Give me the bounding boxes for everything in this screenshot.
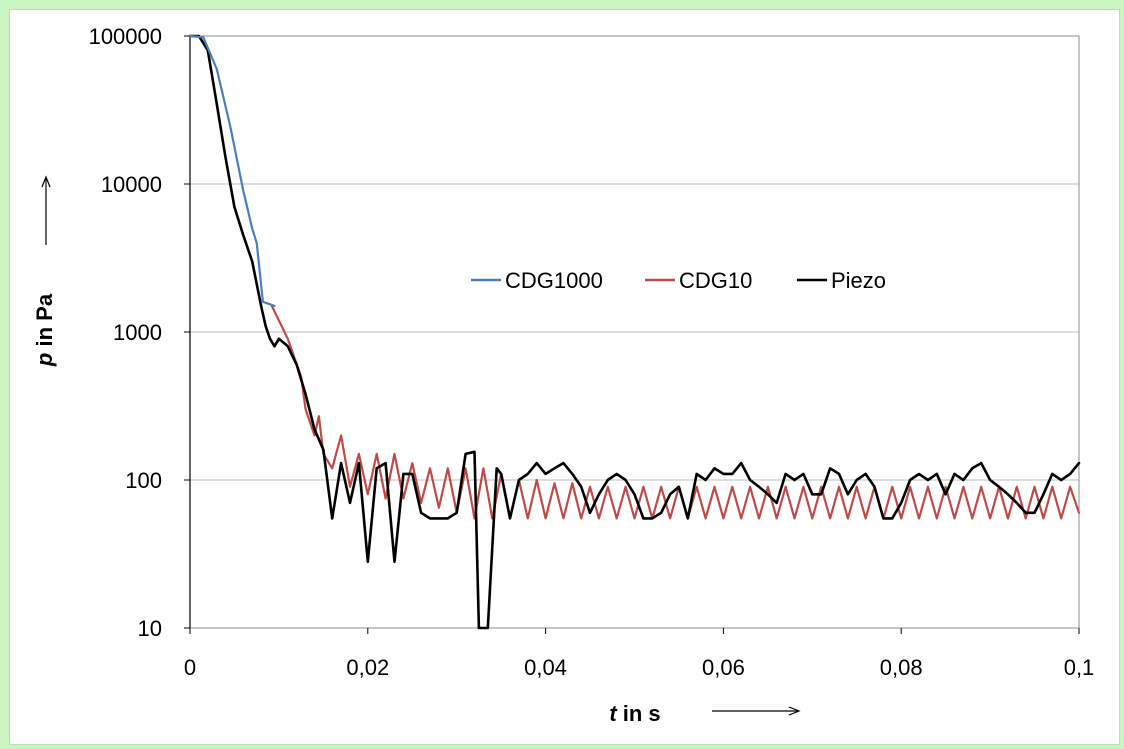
y-axis-var: p xyxy=(32,353,57,367)
x-axis-arrow xyxy=(712,707,799,715)
series-line-cdg10 xyxy=(272,306,1079,519)
series-line-cdg1000 xyxy=(190,36,275,306)
x-tick-labels: 0 0,02 0,04 0,06 0,08 0,1 xyxy=(184,628,1094,680)
y-tick-labels: 100000 10000 1000 100 10 xyxy=(89,24,190,641)
y-tick-label: 10000 xyxy=(101,172,162,197)
legend-label-cdg1000: CDG1000 xyxy=(505,268,603,293)
x-axis-title: t in s xyxy=(609,701,660,726)
y-tick-label: 100 xyxy=(125,468,162,493)
y-axis-rest: in Pa xyxy=(32,293,57,352)
y-axis-title: p in Pa xyxy=(32,293,57,367)
gridlines xyxy=(190,36,1079,628)
x-tick-label: 0,1 xyxy=(1064,655,1095,680)
y-tick-label: 1000 xyxy=(113,320,162,345)
x-tick-label: 0,08 xyxy=(880,655,923,680)
legend-label-cdg10: CDG10 xyxy=(679,268,752,293)
legend-label-piezo: Piezo xyxy=(831,268,886,293)
x-tick-label: 0,06 xyxy=(702,655,745,680)
y-axis-arrow xyxy=(42,177,50,245)
y-tick-label: 10 xyxy=(138,616,162,641)
x-tick-label: 0 xyxy=(184,655,196,680)
y-tick-label: 100000 xyxy=(89,24,162,49)
x-tick-label: 0,02 xyxy=(346,655,389,680)
legend: CDG1000 CDG10 Piezo xyxy=(471,268,886,293)
x-tick-label: 0,04 xyxy=(524,655,567,680)
x-axis-rest: in s xyxy=(617,701,661,726)
